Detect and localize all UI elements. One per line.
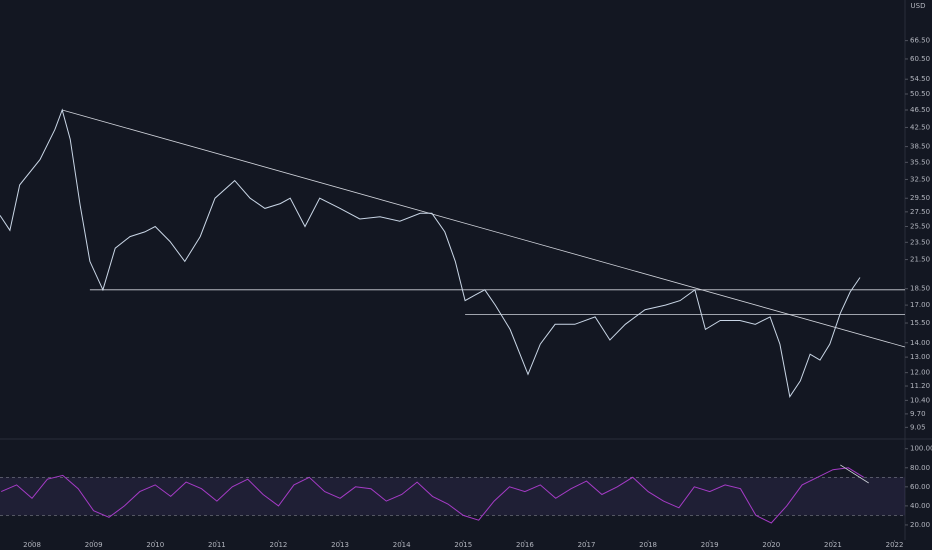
x-tick-label: 2015 bbox=[454, 541, 472, 549]
y-tick-label: 12.00 bbox=[910, 369, 930, 377]
x-tick-label: 2014 bbox=[393, 541, 411, 549]
currency-label: USD bbox=[911, 2, 926, 10]
y-tick-label: 10.40 bbox=[910, 396, 930, 404]
y-tick-label: 18.50 bbox=[910, 285, 930, 293]
x-tick-label: 2010 bbox=[146, 541, 164, 549]
y-tick-label: 60.00 bbox=[910, 483, 930, 491]
y-tick-label: 54.50 bbox=[910, 75, 930, 83]
x-tick-label: 2020 bbox=[762, 541, 780, 549]
x-tick-label: 2018 bbox=[639, 541, 657, 549]
x-tick-label: 2021 bbox=[824, 541, 842, 549]
y-tick-label: 66.50 bbox=[910, 37, 930, 45]
x-tick-label: 2011 bbox=[208, 541, 226, 549]
y-tick-label: 9.05 bbox=[910, 423, 926, 431]
y-tick-label: 17.00 bbox=[910, 301, 930, 309]
x-tick-label: 2009 bbox=[85, 541, 103, 549]
x-tick-label: 2016 bbox=[516, 541, 534, 549]
y-tick-label: 35.50 bbox=[910, 158, 930, 166]
x-tick-label: 2017 bbox=[578, 541, 596, 549]
y-tick-label: 27.50 bbox=[910, 208, 930, 216]
x-tick-label: 2022 bbox=[886, 541, 904, 549]
trend-line bbox=[840, 464, 869, 484]
y-tick-label: 21.50 bbox=[910, 256, 930, 264]
y-tick-label: 50.50 bbox=[910, 90, 930, 98]
y-tick-label: 13.00 bbox=[910, 353, 930, 361]
trend-line bbox=[62, 109, 906, 348]
y-tick-label: 9.70 bbox=[910, 410, 926, 418]
y-tick-label: 38.50 bbox=[910, 143, 930, 151]
y-tick-label: 11.20 bbox=[910, 382, 930, 390]
x-tick-label: 2012 bbox=[270, 541, 288, 549]
y-tick-label: 32.50 bbox=[910, 175, 930, 183]
y-tick-label: 46.50 bbox=[910, 106, 930, 114]
y-tick-label: 23.50 bbox=[910, 238, 930, 246]
x-tick-label: 2013 bbox=[331, 541, 349, 549]
y-tick-label: 20.00 bbox=[910, 521, 930, 529]
y-tick-label: 60.50 bbox=[910, 55, 930, 63]
y-tick-label: 42.50 bbox=[910, 123, 930, 131]
x-tick-label: 2008 bbox=[23, 541, 41, 549]
y-tick-label: 25.50 bbox=[910, 222, 930, 230]
x-tick-label: 2019 bbox=[701, 541, 719, 549]
y-tick-label: 14.00 bbox=[910, 339, 930, 347]
rsi-line bbox=[1, 467, 864, 524]
rsi-band bbox=[0, 477, 905, 516]
y-tick-label: 80.00 bbox=[910, 464, 930, 472]
y-tick-label: 29.50 bbox=[910, 194, 930, 202]
y-tick-label: 15.50 bbox=[910, 319, 930, 327]
price-line bbox=[0, 108, 861, 399]
y-tick-label: 40.00 bbox=[910, 502, 930, 510]
y-tick-label: 100.00 bbox=[910, 445, 932, 453]
